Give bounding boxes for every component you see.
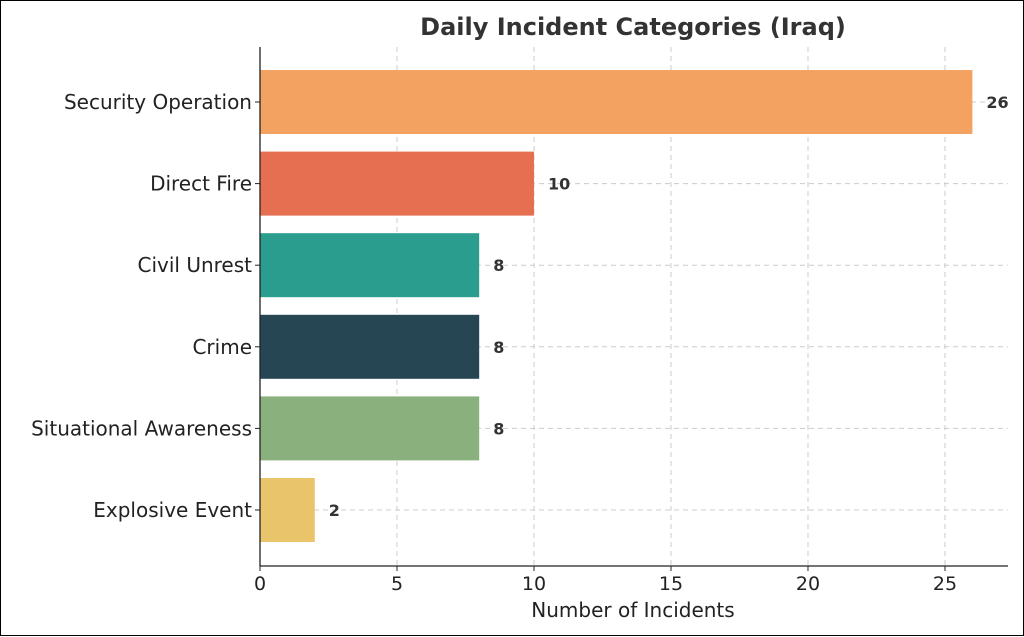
data-label: 8 bbox=[493, 256, 504, 275]
bar bbox=[260, 396, 480, 461]
category-label: Explosive Event bbox=[93, 498, 252, 522]
data-label: 8 bbox=[493, 419, 504, 438]
x-tick-label: 5 bbox=[391, 573, 403, 595]
x-axis-label: Number of Incidents bbox=[531, 598, 734, 622]
x-tick-label: 25 bbox=[933, 573, 957, 595]
labels: Security Operation 26 Direct Fire 10 Civil U… bbox=[31, 90, 1009, 595]
category-label: Crime bbox=[192, 335, 252, 359]
category-label: Situational Awareness bbox=[31, 416, 252, 440]
data-label: 8 bbox=[493, 338, 504, 357]
bar bbox=[260, 314, 480, 379]
chart-title: Daily Incident Categories (Iraq) bbox=[420, 13, 846, 41]
bar bbox=[260, 478, 315, 542]
category-label: Security Operation bbox=[64, 90, 252, 114]
category-label: Civil Unrest bbox=[138, 253, 253, 277]
data-label: 26 bbox=[986, 93, 1008, 112]
bars bbox=[260, 70, 973, 542]
x-tick-label: 15 bbox=[659, 573, 683, 595]
x-tick-label: 10 bbox=[522, 573, 546, 595]
x-tick-label: 20 bbox=[796, 573, 820, 595]
data-label: 2 bbox=[329, 501, 340, 520]
data-label: 10 bbox=[548, 175, 570, 194]
category-label: Direct Fire bbox=[150, 172, 252, 196]
bar bbox=[260, 233, 480, 298]
bar bbox=[260, 151, 534, 216]
bar bbox=[260, 70, 973, 134]
axes bbox=[255, 47, 1008, 571]
x-tick-label: 0 bbox=[254, 573, 266, 595]
